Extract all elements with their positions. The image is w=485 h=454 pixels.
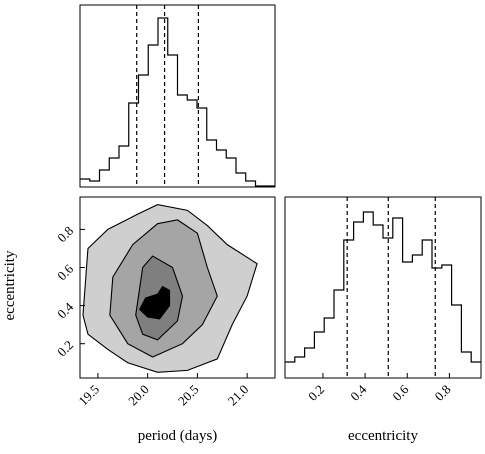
bar [442,265,452,378]
bar [471,362,481,378]
x-tick-label: 0.2 [305,382,327,404]
bar [226,158,236,187]
x-tick-label: 19.5 [75,382,102,409]
panel-frame [79,196,276,379]
histogram-step [285,211,481,363]
histogram-step [80,17,275,187]
bar [217,150,227,187]
bar [373,225,383,378]
bar [422,240,432,378]
y-tick-label: 0.6 [54,261,76,283]
bar [207,140,217,187]
x-tick-label: 0.8 [432,382,454,404]
x-axis-label: eccentricity [348,428,418,444]
bar [109,158,119,187]
bar [187,100,197,187]
bar [363,212,373,378]
y-tick-label: 0.8 [54,223,76,245]
bar [80,179,90,187]
bar [178,95,188,187]
bar [432,268,442,378]
bar [246,181,256,187]
bar [148,45,158,187]
x-tick-label: 0.4 [347,381,369,403]
bar [452,305,462,378]
x-tick-label: 20.5 [175,382,202,409]
contour-level [139,285,171,320]
x-tick-label: 20.0 [125,382,152,409]
y-axis-label: eccentricity [2,250,18,320]
x-tick-label: 21.0 [225,382,252,409]
bar [285,362,295,378]
panel-frame [284,196,482,379]
x-axis-label: period (days) [138,428,218,444]
bar [158,18,168,187]
bar [334,290,344,378]
bar [412,255,422,378]
bar [139,75,149,187]
bar [354,222,364,378]
bar [236,173,246,187]
bar [324,318,334,378]
bar [305,348,315,378]
x-tick-label: 0.6 [389,381,411,403]
bar [119,146,129,187]
bar [295,357,305,378]
bar [383,238,393,378]
y-tick-label: 0.4 [54,299,76,321]
bar [100,170,110,187]
bar [314,332,324,378]
bar [403,262,413,378]
y-tick-label: 0.2 [54,337,76,359]
panel-frame [79,4,276,188]
bar [461,352,471,378]
bar [393,218,403,378]
bar [90,181,100,187]
bar [344,240,354,378]
bar [168,55,178,187]
